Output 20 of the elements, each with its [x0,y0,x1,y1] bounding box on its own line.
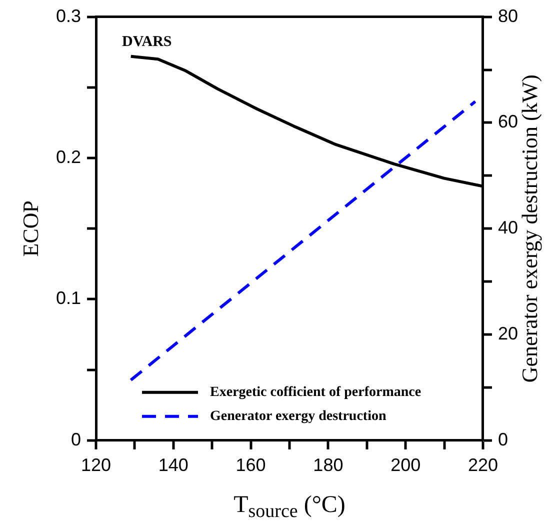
x-tick-label: 140 [158,455,188,476]
y2-tick-label: 0 [498,429,508,450]
annotation: DVARS [122,34,172,50]
x-tick-label: 160 [236,455,266,476]
y2-tick-label: 80 [498,6,518,26]
y2-tick-label: 60 [498,112,518,132]
legend-label: Generator exergy destruction [210,409,386,424]
y2-axis-title: Generator exergy destruction (kW) [517,74,542,383]
x-tick-label: 200 [390,455,421,476]
legend-label: Exergetic cofficient of performance [210,385,422,400]
y-tick-label: 0 [71,429,82,450]
y2-tick-label: 20 [498,323,518,344]
y-tick-label: 0.3 [56,6,82,26]
x-tick-label: 120 [81,455,112,476]
y-axis-title: ECOP [18,200,43,257]
y-tick-label: 0.1 [56,288,82,308]
y2-tick-label: 40 [498,218,518,238]
y-tick-label: 0.2 [56,146,82,167]
x-tick-label: 180 [313,455,344,476]
x-tick-label: 220 [468,455,498,476]
